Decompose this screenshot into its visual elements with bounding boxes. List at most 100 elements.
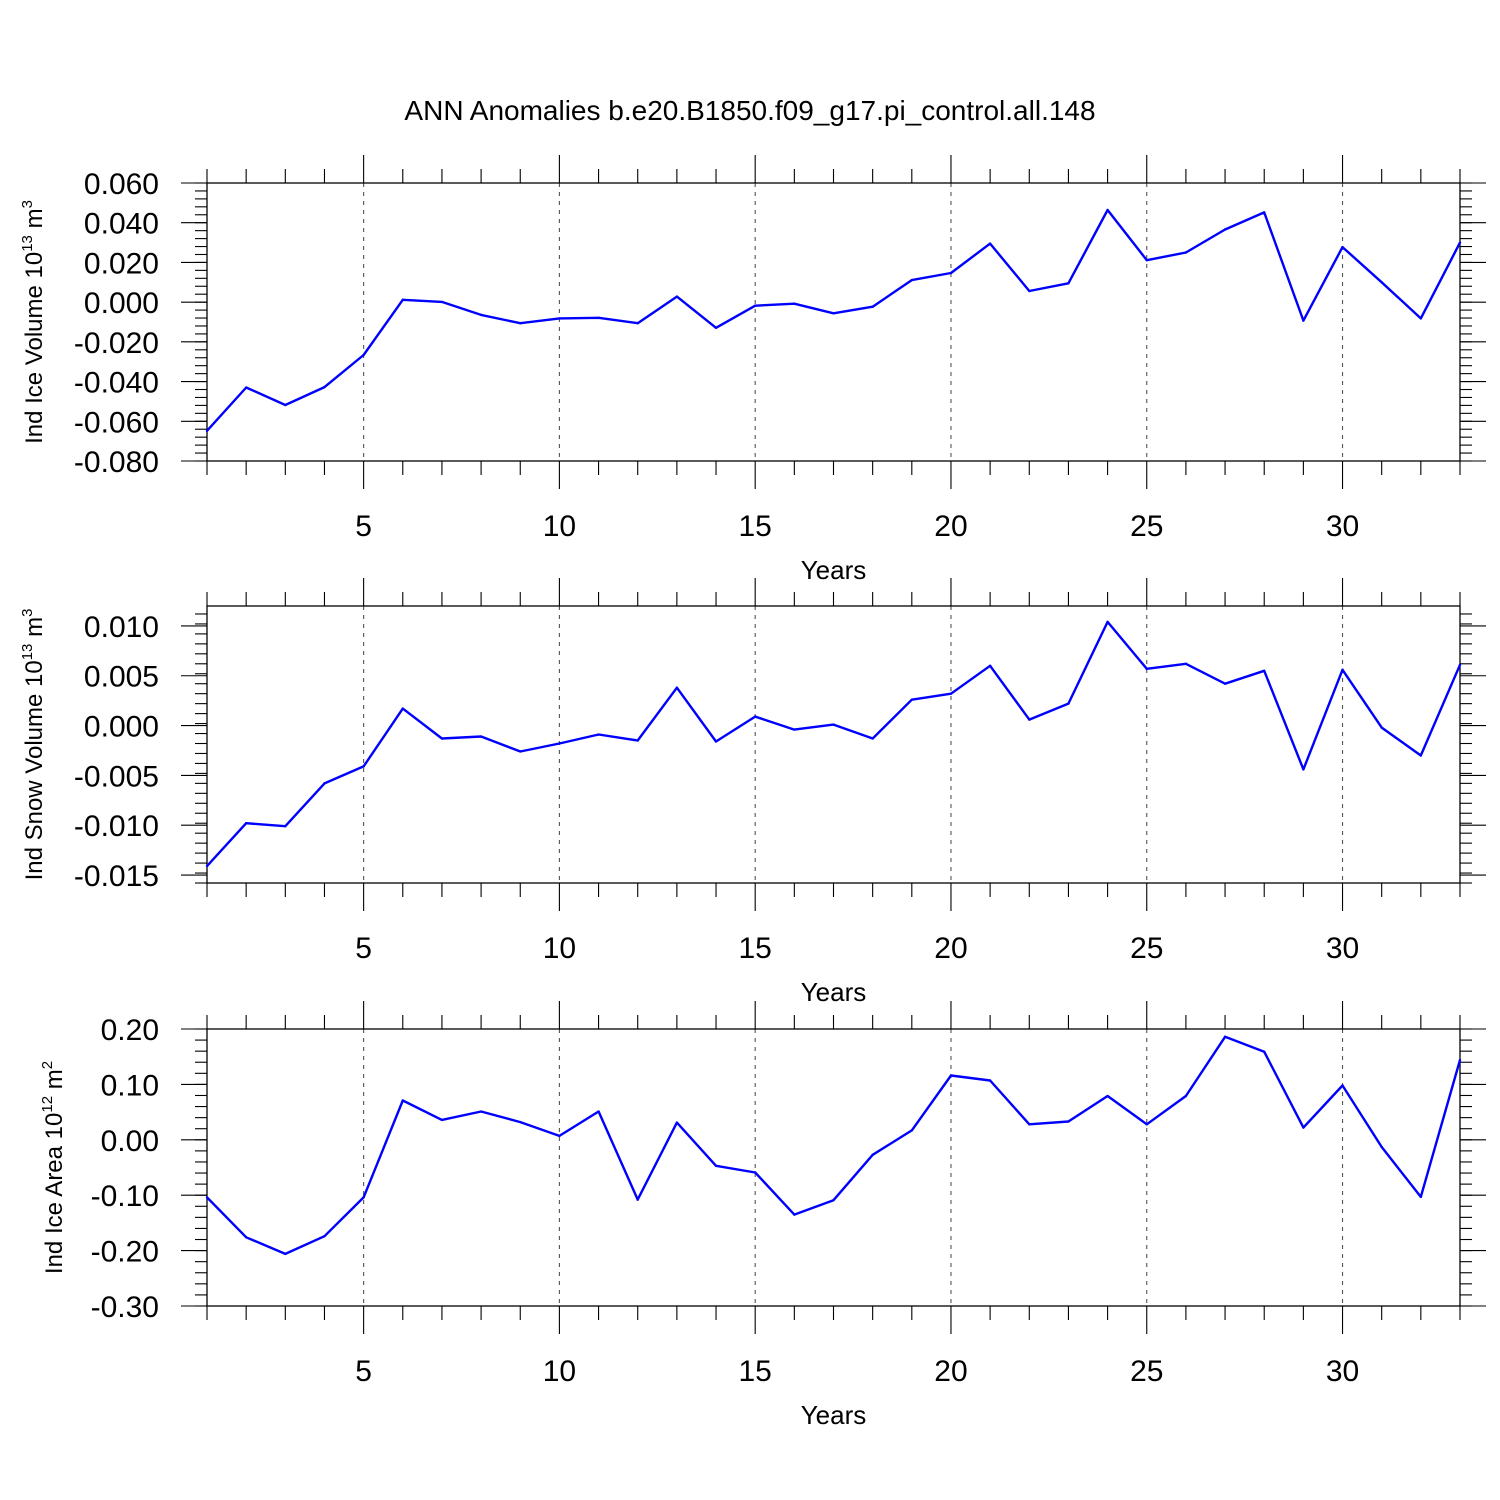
data-point xyxy=(636,321,639,325)
data-point xyxy=(1341,1084,1344,1087)
data-point xyxy=(910,698,914,701)
data-point xyxy=(519,1120,522,1124)
data-point xyxy=(1380,1145,1383,1149)
data-point xyxy=(1145,259,1148,262)
data-point xyxy=(362,765,365,768)
data-point xyxy=(1458,1058,1462,1062)
x-tick-label: 10 xyxy=(543,510,576,543)
data-point xyxy=(1184,662,1188,665)
data-point xyxy=(323,385,326,389)
data-point xyxy=(1184,1094,1188,1098)
y-axis-label-superscript: 13 xyxy=(19,235,36,252)
data-point xyxy=(323,1234,326,1238)
x-tick-label: 15 xyxy=(739,1355,772,1388)
x-tick-label: 5 xyxy=(355,510,372,543)
y-axis-label-part: Ind Snow Volume 10 xyxy=(21,660,48,880)
data-point xyxy=(362,353,365,357)
data-point xyxy=(675,1121,679,1124)
y-axis-label-superscript: 2 xyxy=(39,1061,56,1069)
data-point xyxy=(284,1252,287,1256)
data-point xyxy=(1028,718,1031,721)
data-point xyxy=(949,271,953,275)
data-point xyxy=(1106,620,1109,624)
data-point xyxy=(558,317,561,320)
x-tick-label: 25 xyxy=(1130,510,1163,543)
data-point xyxy=(284,825,287,828)
y-tick-label: -0.010 xyxy=(74,810,159,843)
data-point xyxy=(1145,667,1148,670)
x-tick-label: 15 xyxy=(739,510,772,543)
data-point xyxy=(753,715,757,718)
plot-frame xyxy=(206,605,1461,884)
data-point xyxy=(440,1118,444,1122)
series-line xyxy=(206,620,1462,867)
y-tick-label: -0.080 xyxy=(74,446,159,479)
y-axis-label-part: Ind Ice Area 10 xyxy=(41,1113,68,1274)
data-point xyxy=(479,313,483,317)
y-tick-label: 0.010 xyxy=(84,611,159,644)
y-tick-label: 0.20 xyxy=(101,1014,159,1047)
data-point xyxy=(1145,1123,1148,1126)
y-tick-label: 0.000 xyxy=(84,711,159,744)
y-tick-label: -0.20 xyxy=(91,1236,159,1269)
data-point xyxy=(479,735,483,738)
x-tick-label: 20 xyxy=(934,510,967,543)
y-axis-label-part: m xyxy=(21,617,48,644)
data-point xyxy=(597,316,600,320)
data-point xyxy=(205,1196,209,1199)
data-point xyxy=(871,305,874,308)
y-axis-label-part: m xyxy=(41,1069,68,1096)
data-point xyxy=(1263,1050,1266,1053)
data-point xyxy=(1341,245,1344,249)
data-point xyxy=(1458,663,1462,666)
x-tick-label: 10 xyxy=(543,1355,576,1388)
x-tick-label: 20 xyxy=(934,1355,967,1388)
y-axis-label-part: Ind Ice Volume 10 xyxy=(21,252,48,444)
y-axis-label: Ind Ice Area 1012 m2 xyxy=(39,1061,68,1274)
x-tick-label: 30 xyxy=(1326,1355,1359,1388)
data-point xyxy=(714,740,718,743)
series-line xyxy=(206,208,1462,432)
data-point xyxy=(832,312,835,315)
data-point xyxy=(636,739,639,742)
data-point xyxy=(949,1074,953,1077)
data-point xyxy=(793,728,796,731)
panel-snow-volume: 5 10 15 20 25 30 -0.015 -0.010 -0.005 0.000 0.005 0… xyxy=(19,578,1486,1007)
data-point xyxy=(1419,754,1423,757)
data-point xyxy=(440,737,444,740)
panel-ice-area: 5 10 15 20 25 30 -0.30 -0.20 -0.10 0.00 0.10 0.20 Ye… xyxy=(39,1001,1486,1430)
data-point xyxy=(519,321,522,325)
data-point xyxy=(401,1099,404,1102)
data-point xyxy=(558,1134,561,1138)
data-point xyxy=(988,664,992,667)
y-tick-label: -0.005 xyxy=(74,760,159,793)
data-point xyxy=(597,1110,600,1113)
data-point xyxy=(323,782,326,785)
data-point xyxy=(1028,289,1031,293)
data-point xyxy=(832,723,835,726)
y-tick-label: -0.060 xyxy=(74,406,159,439)
data-point xyxy=(1419,317,1423,320)
y-tick-label: 0.00 xyxy=(101,1125,159,1158)
data-point xyxy=(988,242,992,245)
plot-frame xyxy=(206,1028,1461,1307)
data-point xyxy=(636,1198,639,1201)
x-tick-label: 5 xyxy=(355,1355,372,1388)
data-point xyxy=(910,278,914,282)
data-point xyxy=(988,1079,992,1082)
y-axis-label-superscript: 12 xyxy=(39,1096,56,1113)
data-point xyxy=(1223,1035,1227,1038)
data-point xyxy=(1302,319,1305,322)
data-point xyxy=(1184,251,1188,254)
x-tick-label: 30 xyxy=(1326,932,1359,965)
y-axis-label-superscript: 13 xyxy=(19,644,36,661)
panels: 5 10 15 20 25 30-0.080-0.060-0.040-0.0200.000… xyxy=(19,155,1486,1430)
data-point xyxy=(597,733,600,736)
data-point xyxy=(1302,1126,1305,1129)
x-axis-label: Years xyxy=(801,555,867,585)
data-point xyxy=(675,686,679,689)
data-point xyxy=(675,295,679,298)
data-point xyxy=(1380,726,1383,729)
y-tick-label: 0.060 xyxy=(84,168,159,201)
